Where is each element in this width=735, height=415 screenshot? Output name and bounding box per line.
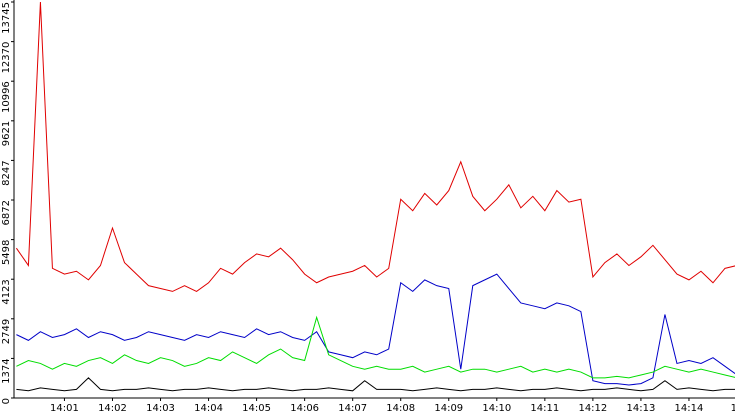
x-tick-label: 14:10 xyxy=(482,403,511,414)
series-line xyxy=(16,377,735,392)
x-tick-label: 14:08 xyxy=(386,403,415,414)
y-tick-label: 12370 xyxy=(1,42,12,74)
x-tick-label: 14:11 xyxy=(530,403,559,414)
y-tick-label: 1374 xyxy=(1,358,12,383)
x-tick-label: 14:14 xyxy=(675,403,704,414)
y-tick-label: 10996 xyxy=(1,81,12,113)
series-line xyxy=(15,1,735,292)
y-tick-label: 6872 xyxy=(1,200,12,225)
x-tick-label: 14:03 xyxy=(146,403,175,414)
x-tick-label: 14 xyxy=(731,403,735,414)
x-tick-label: 14:05 xyxy=(242,403,271,414)
x-tick-label: 14:02 xyxy=(98,403,127,414)
y-tick-label: 8247 xyxy=(1,160,12,185)
x-tick-label: 14:12 xyxy=(578,403,607,414)
series-line xyxy=(16,273,735,386)
x-tick-label: 14:01 xyxy=(50,403,79,414)
y-tick-label: 4123 xyxy=(1,279,12,304)
y-tick-label: 9621 xyxy=(1,121,12,146)
x-tick-label: 14:07 xyxy=(338,403,367,414)
y-tick-label: 2749 xyxy=(1,319,12,344)
x-tick-label: 14:13 xyxy=(627,403,656,414)
y-tick-label: 5498 xyxy=(1,240,12,265)
x-tick-label: 14:06 xyxy=(290,403,319,414)
y-tick-label: 0 xyxy=(1,398,12,404)
y-tick-label: 13745 xyxy=(1,2,12,34)
series-line xyxy=(16,315,735,379)
x-tick-label: 14:09 xyxy=(434,403,463,414)
x-tick-label: 14:04 xyxy=(194,403,223,414)
